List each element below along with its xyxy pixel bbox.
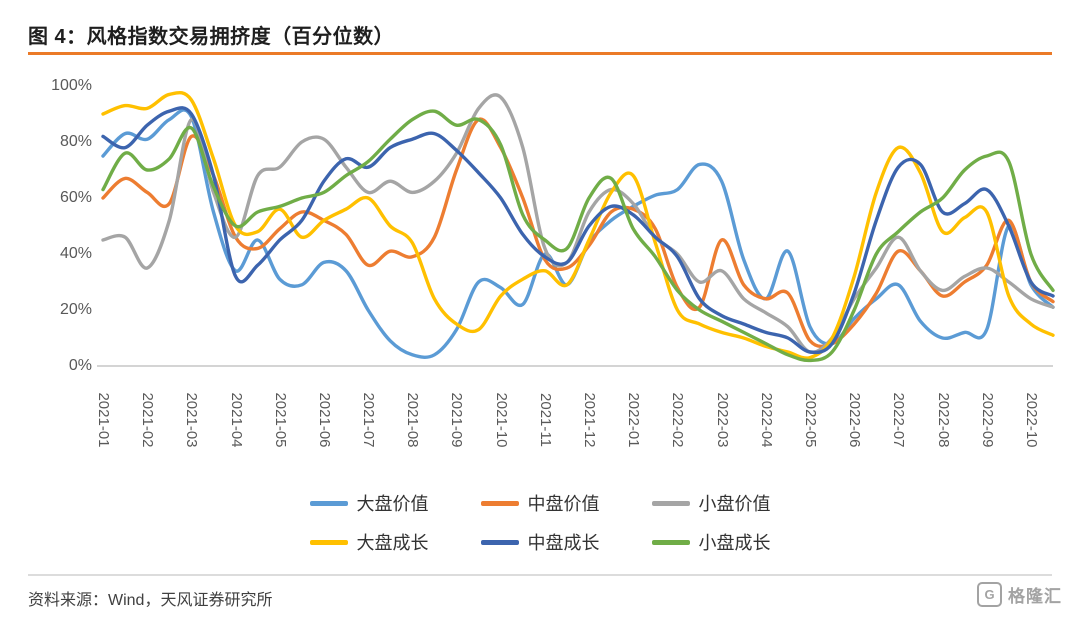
- x-tick-label: 2022-09: [978, 392, 996, 448]
- x-tick-label: 2021-03: [183, 392, 201, 448]
- y-tick-label: 80%: [59, 133, 92, 150]
- y-tick-label: 100%: [51, 77, 92, 94]
- series-line-large-cap-growth: [101, 90, 1055, 360]
- x-tick-label: 2021-02: [139, 392, 157, 448]
- x-tick-label: 2021-12: [581, 392, 599, 448]
- x-tick-label: 2022-06: [846, 392, 864, 448]
- figure-title: 图 4：风格指数交易拥挤度（百分位数）: [28, 26, 395, 48]
- x-tick-label: 2021-07: [360, 392, 378, 448]
- legend-item-large-cap-value: 大盘价值: [309, 490, 429, 516]
- series-line-mid-cap-growth: [101, 106, 1055, 355]
- x-tick-label: 2021-09: [448, 392, 466, 448]
- x-tick-label: 2022-02: [669, 392, 687, 448]
- legend-swatch: [309, 500, 348, 506]
- y-tick-label: 0%: [68, 357, 92, 374]
- x-tick-label: 2021-08: [404, 392, 422, 448]
- gelonghui-logo-icon: G: [977, 582, 1002, 607]
- legend-label: 中盘价值: [527, 494, 600, 514]
- logo-text: 格隆汇: [1008, 587, 1062, 606]
- source-note: 资料来源：Wind，天风证券研究所: [28, 592, 273, 609]
- x-tick-label: 2022-04: [757, 392, 775, 448]
- legend-item-small-cap-growth: 小盘成长: [651, 529, 771, 555]
- x-tick-label: 2022-03: [713, 392, 731, 448]
- x-tick-label: 2021-10: [492, 392, 510, 448]
- gelonghui-logo: G 格隆汇: [977, 582, 1062, 607]
- x-tick-label: 2021-05: [271, 392, 289, 448]
- legend-row: 大盘成长 中盘成长 小盘成长: [309, 529, 771, 555]
- legend-label: 大盘成长: [356, 533, 429, 553]
- x-tick-label: 2021-06: [315, 392, 333, 448]
- legend-swatch: [651, 539, 690, 545]
- y-tick-label: 20%: [59, 301, 92, 318]
- legend-swatch: [480, 539, 519, 545]
- legend-label: 中盘成长: [527, 533, 600, 553]
- x-tick-label: 2021-01: [95, 392, 112, 448]
- x-tick-label: 2022-05: [801, 392, 819, 448]
- y-tick-label: 60%: [59, 189, 92, 206]
- x-tick-label: 2022-01: [625, 392, 643, 448]
- x-tick-label: 2022-10: [1022, 392, 1040, 448]
- chart-plot-area: [97, 90, 1055, 367]
- series-line-mid-cap-value: [101, 117, 1055, 349]
- legend-swatch: [309, 539, 348, 545]
- legend-swatch: [480, 500, 519, 506]
- title-divider: [28, 52, 1052, 55]
- x-tick-label: 2022-08: [934, 392, 952, 448]
- legend-label: 大盘价值: [356, 494, 429, 514]
- footer-divider: [28, 574, 1052, 576]
- x-tick-label: 2022-07: [890, 392, 908, 448]
- x-tick-label: 2021-11: [536, 393, 554, 447]
- legend-item-large-cap-growth: 大盘成长: [309, 529, 429, 555]
- legend-label: 小盘成长: [698, 533, 771, 553]
- legend-item-mid-cap-growth: 中盘成长: [480, 529, 600, 555]
- legend-row: 大盘价值 中盘价值 小盘价值: [309, 490, 771, 516]
- logo-letter: G: [984, 587, 995, 602]
- legend-item-mid-cap-value: 中盘价值: [480, 490, 600, 516]
- chart-legend: 大盘价值 中盘价值 小盘价值大盘成长 中盘成长 小盘成长: [0, 490, 1080, 555]
- legend-swatch: [651, 500, 690, 506]
- series-line-small-cap-growth: [101, 109, 1055, 363]
- x-tick-label: 2021-04: [227, 392, 245, 448]
- legend-label: 小盘价值: [698, 494, 771, 514]
- y-tick-label: 40%: [59, 245, 92, 262]
- legend-item-small-cap-value: 小盘价值: [651, 490, 771, 516]
